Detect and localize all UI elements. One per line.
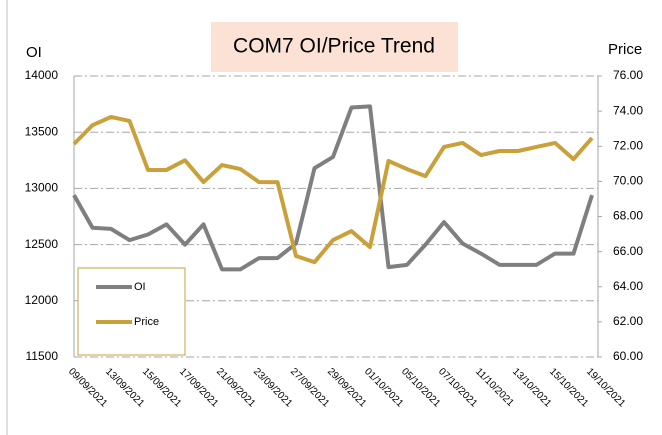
y2-tick-label: 74.00 (613, 103, 643, 117)
legend-label: Price (134, 316, 159, 328)
title-box (211, 22, 458, 72)
y2-tick-label: 60.00 (613, 349, 643, 363)
y2-tick-label: 66.00 (613, 244, 643, 258)
y2-axis-title: Price (608, 41, 642, 58)
legend-box (77, 267, 186, 356)
y2-tick-label: 62.00 (613, 314, 643, 328)
y-tick-label: 12000 (25, 293, 59, 307)
y-tick-label: 11500 (26, 349, 59, 363)
x-tick-label: 11/10/2021 (473, 366, 516, 409)
y2-tick-label: 68.00 (613, 209, 643, 223)
chart-title: COM7 OI/Price Trend (233, 35, 435, 58)
y2-tick-label: 64.00 (613, 279, 643, 293)
y-tick-label: 12500 (25, 237, 59, 251)
y-tick-label: 13500 (25, 124, 59, 138)
y-tick-label: 14000 (25, 68, 59, 82)
series-line (72, 114, 594, 265)
y2-tick-label: 70.00 (613, 174, 643, 188)
y2-tick-label: 76.00 (613, 68, 643, 82)
x-tick-label: 19/10/2021 (584, 366, 627, 409)
y-tick-label: 13000 (25, 181, 59, 195)
y-axis-title: OI (26, 44, 42, 61)
legend-label: OI (134, 281, 146, 293)
y2-tick-label: 72.00 (613, 138, 643, 152)
series-line (72, 104, 594, 272)
